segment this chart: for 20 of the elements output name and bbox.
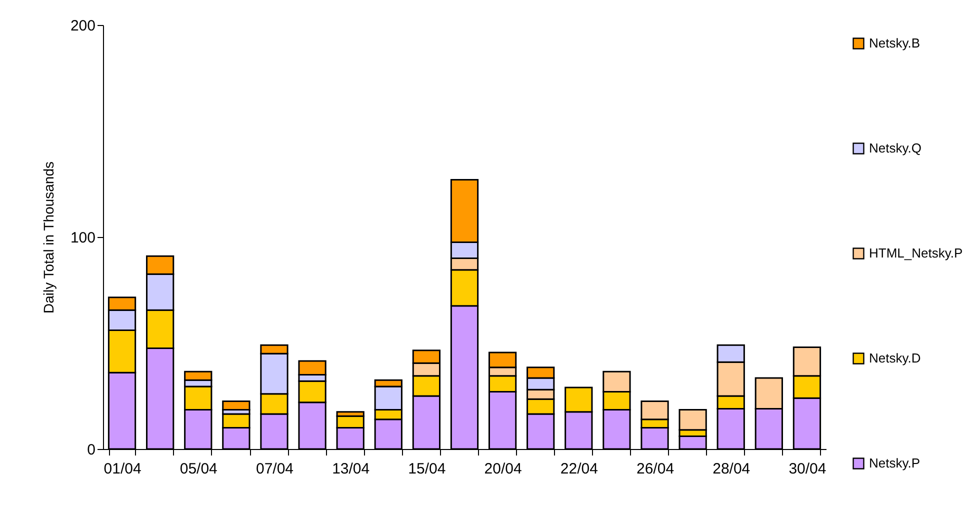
legend-label: Netsky.B	[869, 36, 920, 50]
legend-label: Netsky.P	[869, 456, 920, 470]
legend-label: HTML_Netsky.P	[869, 246, 963, 260]
y-axis-title: Daily Total in Thousands	[40, 161, 56, 314]
x-tick-label: 20/04	[484, 460, 522, 478]
x-tick-label: 13/04	[332, 460, 370, 478]
legend-label: Netsky.Q	[869, 140, 922, 156]
y-tick-label: 100	[70, 230, 96, 246]
x-tick-label: 22/04	[560, 460, 598, 478]
legend-label: Netsky.D	[869, 350, 921, 366]
x-tick-label: 07/04	[256, 460, 294, 478]
x-tick-label: 01/04	[104, 460, 142, 478]
x-tick-label: 26/04	[636, 460, 674, 478]
y-tick-label: 200	[70, 18, 96, 34]
x-tick-label: 05/04	[180, 460, 218, 478]
x-tick-label: 30/04	[788, 460, 826, 478]
x-tick-label: 15/04	[408, 460, 446, 478]
bar	[222, 400, 250, 411]
y-tick-label: 0	[87, 442, 96, 458]
x-tick-label: 28/04	[712, 460, 750, 478]
